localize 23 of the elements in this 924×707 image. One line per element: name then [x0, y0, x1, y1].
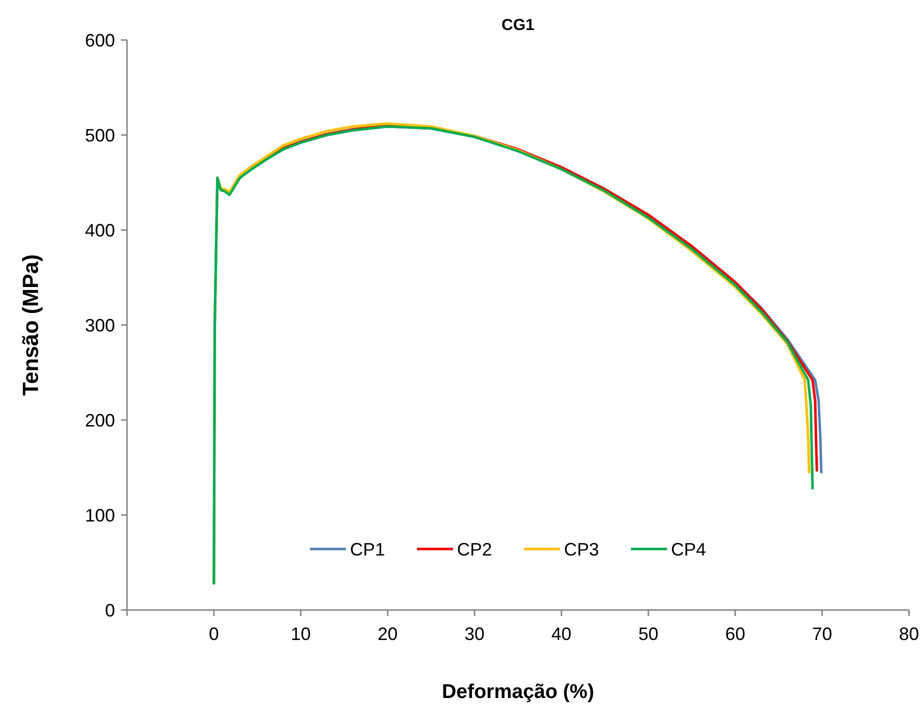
y-tick-label: 100 — [84, 505, 115, 526]
x-tick-label: 70 — [812, 624, 832, 644]
legend-label: CP4 — [671, 539, 706, 560]
y-tick-label: 600 — [84, 30, 115, 50]
x-tick-label: 80 — [898, 624, 920, 644]
y-tick-label: 400 — [84, 220, 115, 240]
legend-label: CP2 — [457, 539, 492, 560]
x-tick-label: 0 — [208, 624, 219, 644]
x-tick-label: 20 — [378, 624, 398, 644]
y-tick-label: 0 — [104, 600, 115, 620]
y-tick-label: 300 — [84, 315, 115, 336]
y-tick-label: 200 — [84, 410, 115, 430]
legend-label: CP1 — [350, 539, 386, 560]
x-tick-label: 60 — [725, 624, 746, 644]
x-axis-title: Deformação (%) — [442, 681, 594, 703]
legend-label: CP3 — [564, 539, 600, 560]
x-tick-label: 40 — [551, 624, 572, 644]
chart-title: CG1 — [502, 17, 535, 34]
x-tick-label: 50 — [638, 624, 658, 644]
x-tick-label: 30 — [464, 624, 485, 644]
y-tick-label: 500 — [84, 125, 115, 146]
x-tick-label: 10 — [290, 624, 311, 644]
y-axis-title: Tensão (MPa) — [18, 254, 43, 396]
